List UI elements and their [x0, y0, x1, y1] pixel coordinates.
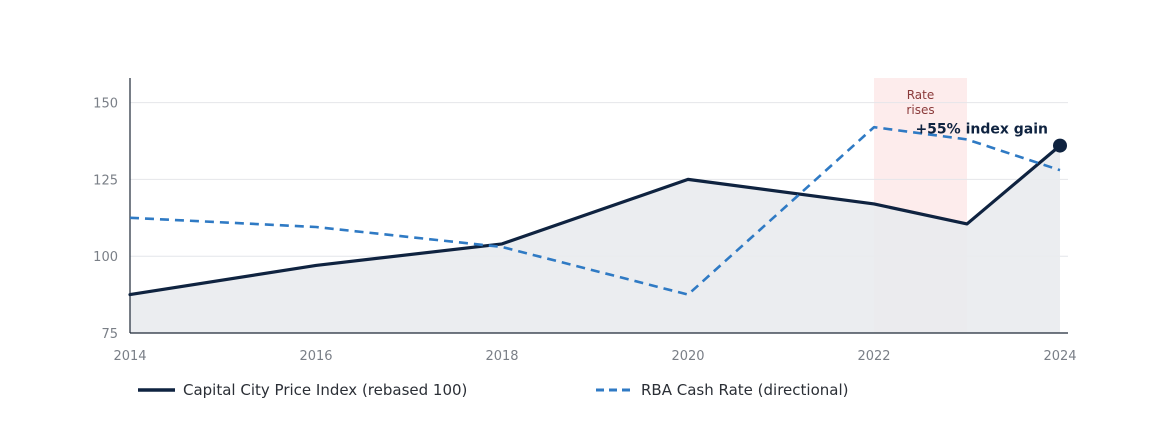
y-tick-label: 150 [93, 97, 118, 112]
x-tick-label: 2024 [1043, 349, 1076, 364]
price-index-end-marker [1053, 138, 1067, 153]
price-index-line [128, 143, 1062, 297]
price-index-area [130, 145, 1060, 333]
legend-label-cash-rate: RBA Cash Rate (directional) [641, 381, 848, 399]
band-label: Rate [907, 88, 935, 102]
index-gain-callout: +55% index gain [915, 122, 1048, 138]
x-tick-label: 2014 [113, 349, 146, 364]
x-tick-label: 2018 [485, 349, 518, 364]
x-tick-label: 2022 [857, 349, 890, 364]
x-tick-label: 2020 [671, 349, 704, 364]
y-tick-label: 100 [93, 250, 118, 265]
y-tick-label: 75 [101, 327, 118, 342]
legend-label-price-index: Capital City Price Index (rebased 100) [183, 381, 467, 399]
x-tick-label: 2016 [299, 349, 332, 364]
band-label: rises [906, 103, 934, 117]
cash-rate-line [129, 125, 1061, 296]
y-tick-label: 125 [93, 173, 118, 188]
